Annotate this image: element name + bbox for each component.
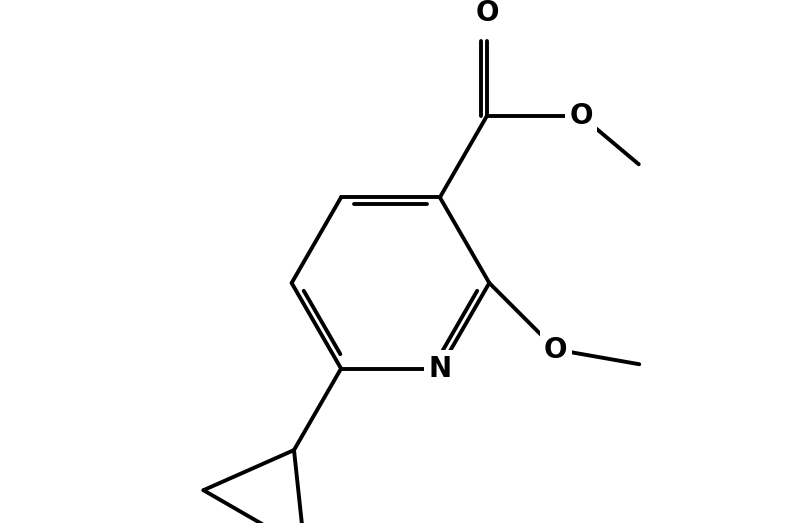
Text: O: O: [475, 0, 499, 27]
Text: O: O: [569, 102, 593, 130]
Text: O: O: [544, 336, 568, 363]
Text: N: N: [428, 355, 451, 382]
